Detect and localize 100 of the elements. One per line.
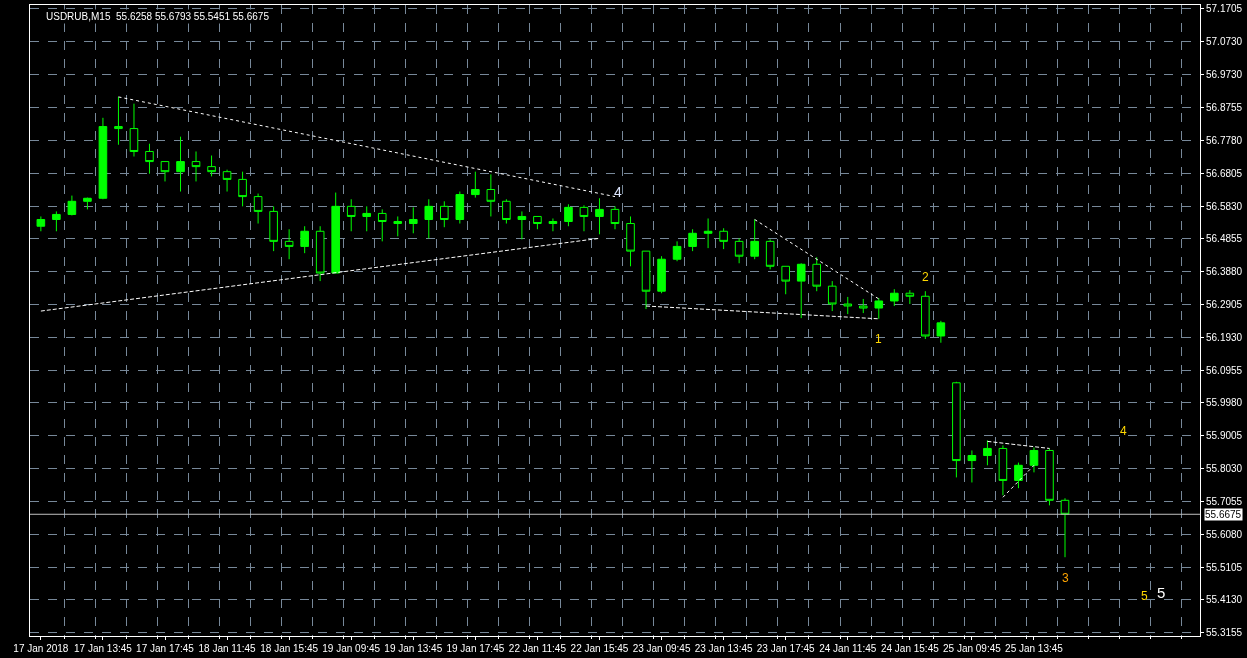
candlestick bbox=[222, 169, 232, 193]
candlestick bbox=[284, 228, 294, 260]
candlestick bbox=[967, 449, 977, 483]
candlestick bbox=[145, 143, 154, 175]
y-tick-label: 56.4855 bbox=[1206, 233, 1243, 245]
y-tick-label: 57.1705 bbox=[1206, 2, 1243, 14]
candlestick bbox=[455, 191, 465, 225]
y-tick-label: 55.9005 bbox=[1206, 430, 1243, 442]
y-tick-label: 57.0730 bbox=[1206, 35, 1243, 47]
candlestick bbox=[346, 198, 356, 232]
candlestick bbox=[191, 150, 201, 182]
x-tick-label: 24 Jan 11:45 bbox=[819, 643, 877, 654]
candlestick bbox=[377, 208, 387, 242]
candlestick bbox=[67, 195, 77, 216]
x-tick-label: 24 Jan 15:45 bbox=[880, 643, 940, 654]
ref-line-label: 55.6675 bbox=[1205, 509, 1242, 520]
candlestick bbox=[595, 197, 604, 235]
candlestick bbox=[393, 215, 403, 237]
candlestick bbox=[517, 210, 527, 240]
candlestick bbox=[315, 225, 325, 282]
candlestick bbox=[641, 250, 651, 310]
candlestick bbox=[796, 262, 806, 319]
x-tick-label: 17 Jan 17:45 bbox=[136, 643, 195, 654]
y-tick-label: 56.9730 bbox=[1206, 69, 1243, 81]
candlestick bbox=[1029, 446, 1039, 473]
x-tick-label: 22 Jan 11:45 bbox=[508, 643, 567, 654]
candlestick bbox=[83, 197, 92, 210]
candlestick bbox=[1014, 462, 1023, 489]
candlestick bbox=[703, 217, 713, 249]
x-tick-label: 23 Jan 13:45 bbox=[694, 643, 753, 654]
y-tick-label: 55.8030 bbox=[1206, 463, 1243, 475]
x-tick-label: 17 Jan 13:45 bbox=[74, 643, 133, 654]
annotation: 5 bbox=[1157, 584, 1166, 601]
annotation: 5 bbox=[1141, 589, 1148, 603]
candlestick bbox=[905, 289, 915, 305]
candlestick bbox=[734, 237, 744, 264]
y-tick-label: 56.7780 bbox=[1206, 134, 1243, 146]
y-tick-label: 55.5105 bbox=[1206, 561, 1243, 573]
candlestick bbox=[936, 320, 946, 344]
x-tick-label: 19 Jan 09:45 bbox=[322, 643, 381, 654]
candlestick bbox=[362, 205, 372, 232]
y-tick-label: 56.5830 bbox=[1206, 200, 1243, 212]
candlestick bbox=[765, 238, 775, 270]
x-tick-label: 17 Jan 2018 bbox=[13, 643, 69, 654]
candlestick bbox=[672, 240, 682, 262]
y-tick-label: 56.2905 bbox=[1206, 299, 1243, 311]
annotation: 1 bbox=[875, 332, 882, 346]
candlestick bbox=[983, 439, 992, 466]
y-tick-label: 56.1930 bbox=[1206, 331, 1243, 343]
candlestick bbox=[502, 198, 511, 225]
candlestick bbox=[207, 155, 216, 177]
candlestick bbox=[238, 171, 247, 207]
candlestick bbox=[129, 103, 139, 158]
text: USDRUB,M15 55.6258 55.6793 55.5451 55.6675 bbox=[46, 11, 270, 22]
candlestick bbox=[843, 296, 853, 315]
candlestick bbox=[440, 200, 449, 228]
candlestick bbox=[269, 205, 278, 252]
x-tick-label: 23 Jan 09:45 bbox=[632, 643, 691, 654]
x-tick-label: 25 Jan 09:45 bbox=[942, 643, 1002, 654]
candlestick bbox=[750, 218, 759, 260]
y-tick-label: 56.8755 bbox=[1206, 102, 1243, 114]
candlestick bbox=[331, 192, 340, 274]
candlestick bbox=[114, 96, 123, 146]
candlestick bbox=[471, 171, 480, 199]
x-tick-label: 23 Jan 17:45 bbox=[756, 643, 816, 654]
candlestick bbox=[424, 198, 434, 239]
x-tick-label: 18 Jan 11:45 bbox=[198, 643, 257, 654]
annotation: 3 bbox=[1062, 571, 1069, 585]
candlestick bbox=[812, 256, 822, 292]
candlestick bbox=[952, 381, 961, 478]
x-tick-label: 19 Jan 13:45 bbox=[384, 643, 443, 654]
candlestick bbox=[408, 206, 418, 234]
candlestick bbox=[827, 280, 837, 312]
candlestick bbox=[858, 298, 868, 314]
candlestick bbox=[36, 215, 46, 232]
candlestick bbox=[533, 215, 542, 230]
candlestick bbox=[874, 297, 884, 320]
candlestick bbox=[486, 173, 496, 217]
candlestick bbox=[1060, 497, 1070, 558]
candlestick bbox=[579, 204, 589, 232]
candlestick bbox=[98, 117, 108, 200]
y-tick-label: 56.6805 bbox=[1206, 167, 1243, 179]
candlestick bbox=[300, 225, 309, 254]
candlestick bbox=[890, 288, 899, 307]
y-tick-label: 55.4130 bbox=[1206, 594, 1243, 606]
y-tick-label: 55.3155 bbox=[1206, 627, 1243, 639]
annotation: 4 bbox=[1120, 424, 1127, 438]
annotation: 2 bbox=[922, 270, 929, 284]
candlestick bbox=[52, 210, 61, 232]
candlestick bbox=[564, 203, 573, 227]
y-tick-label: 55.6080 bbox=[1206, 528, 1243, 540]
candlestick bbox=[998, 444, 1008, 496]
candlestick bbox=[253, 193, 263, 225]
y-tick-label: 55.7055 bbox=[1206, 495, 1243, 507]
x-tick-label: 18 Jan 15:45 bbox=[260, 643, 319, 654]
candlestick bbox=[610, 205, 620, 230]
x-tick-label: 25 Jan 13:45 bbox=[1005, 643, 1064, 654]
annotation: 4 bbox=[614, 184, 622, 200]
candlestick bbox=[1045, 447, 1054, 506]
x-tick-label: 22 Jan 15:45 bbox=[570, 643, 629, 654]
